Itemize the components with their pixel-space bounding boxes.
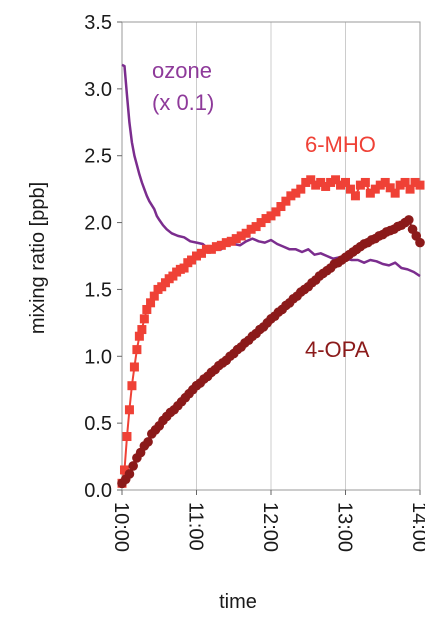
y-tick-label-1: 0.5 <box>84 413 112 435</box>
x-axis-title: time <box>219 591 257 613</box>
series-1-point-3 <box>125 405 134 414</box>
y-tick-label-2: 1.0 <box>84 346 112 368</box>
series-2-point-80 <box>415 238 425 248</box>
series-1-point-9 <box>140 314 149 323</box>
series-1-label-line-0: 6-MHO <box>305 132 376 157</box>
series-1-point-55 <box>351 191 360 200</box>
series-1-point-2 <box>122 432 131 441</box>
series-1-point-5 <box>130 362 139 371</box>
y-axis-title: mixing ratio [ppb] <box>27 182 49 334</box>
y-tick-label-6: 3.0 <box>84 79 112 101</box>
series-1-point-8 <box>137 325 146 334</box>
series-1-point-6 <box>132 345 141 354</box>
y-tick-label-0: 0.0 <box>84 480 112 502</box>
series-1-point-63 <box>391 189 400 198</box>
series-2-label-line-0: 4-OPA <box>305 337 370 362</box>
series-1-point-57 <box>361 178 370 187</box>
x-tick-label-2: 12:00 <box>259 502 281 552</box>
y-tick-label-4: 2.0 <box>84 213 112 235</box>
x-tick-label-4: 14:00 <box>408 502 425 552</box>
y-tick-label-3: 1.5 <box>84 279 112 301</box>
series-1-point-4 <box>127 381 136 390</box>
y-tick-labels: 0.0 0.5 1.0 1.5 2.0 2.5 3.0 3.5 <box>84 12 122 502</box>
y-tick-label-7: 3.5 <box>84 12 112 34</box>
y-tick-label-5: 2.5 <box>84 146 112 168</box>
series-0-label-line-1: (x 0.1) <box>152 90 214 115</box>
x-tick-label-1: 11:00 <box>185 502 207 551</box>
series-0-label-line-0: ozone <box>152 58 212 83</box>
series-2-point-77 <box>404 215 414 225</box>
x-tick-labels: 10:00 11:00 12:00 13:00 14:00 <box>110 490 425 552</box>
x-tick-label-3: 13:00 <box>334 502 356 552</box>
x-tick-label-0: 10:00 <box>110 502 132 552</box>
annotations: ozone (x 0.1) 6-MHO 4-OPA <box>152 58 376 362</box>
series-1-point-68 <box>416 181 425 190</box>
